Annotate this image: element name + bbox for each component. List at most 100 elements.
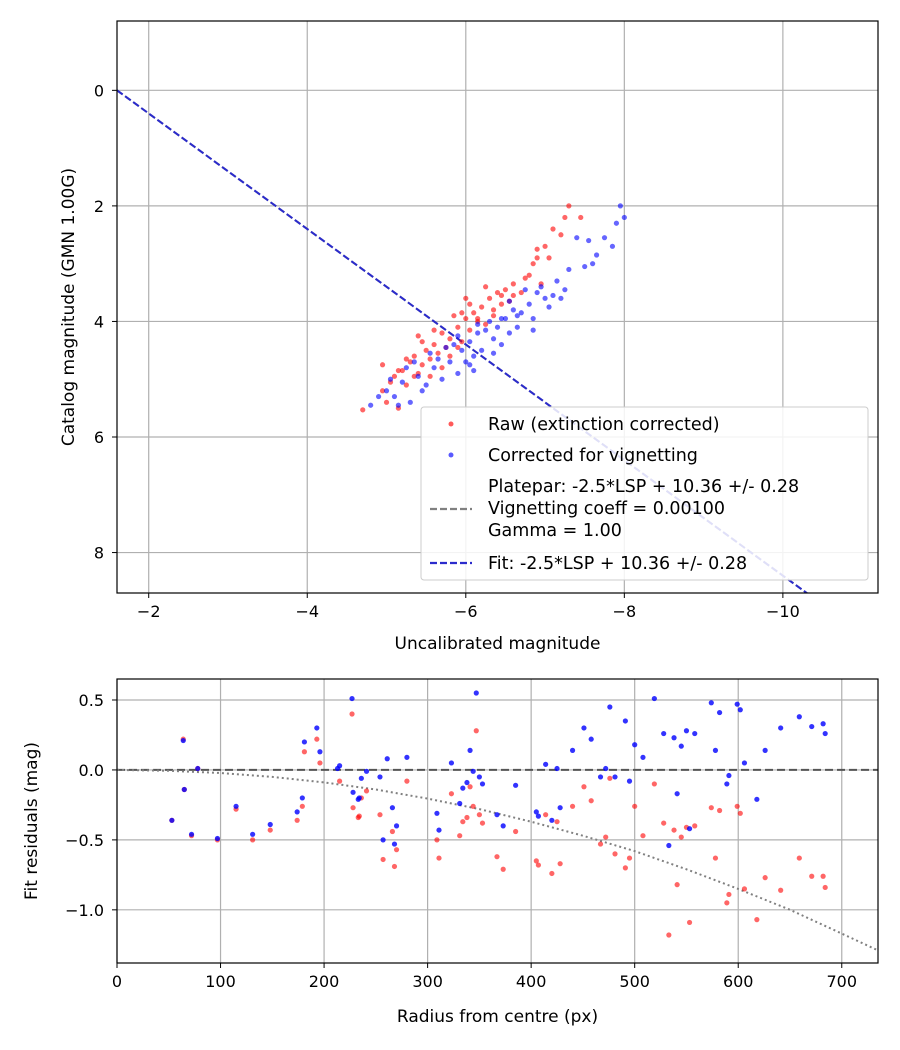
corrected-point (538, 284, 544, 290)
corrected-residual-point (686, 826, 693, 832)
legend-platepar-line-1: Platepar: -2.5*LSP + 10.36 +/- 0.28 (488, 477, 799, 497)
raw-point (490, 307, 497, 313)
corrected-residual-point (762, 747, 768, 753)
corrected-point (375, 393, 382, 400)
bottom-scatter-points (169, 690, 828, 938)
bottom-y-tick-label: 0.0 (79, 761, 104, 780)
corrected-point (486, 318, 493, 325)
raw-point (419, 339, 425, 345)
corrected-residual-point (476, 774, 482, 780)
corrected-residual-point (674, 791, 680, 797)
legend-box (420, 406, 869, 581)
top-x-tick-label: −10 (766, 602, 800, 621)
raw-point (510, 292, 516, 299)
raw-residual-point (467, 784, 473, 790)
corrected-residual-point (169, 817, 175, 823)
raw-residual-point (671, 827, 677, 833)
bottom-y-tick-label: 0.5 (79, 691, 104, 710)
corrected-point (490, 350, 497, 356)
corrected-point (415, 373, 421, 379)
raw-residual-point (726, 891, 732, 898)
raw-point (459, 339, 465, 345)
raw-residual-point (626, 855, 633, 861)
raw-residual-point (569, 803, 576, 809)
corrected-residual-point (533, 809, 539, 815)
corrected-point (411, 359, 417, 365)
corrected-residual-point (380, 837, 386, 843)
raw-point (498, 292, 505, 299)
corrected-residual-point (543, 761, 549, 767)
corrected-point (502, 315, 509, 322)
raw-residual-point (712, 855, 719, 861)
raw-residual-point (603, 834, 609, 840)
raw-point (486, 295, 493, 301)
corrected-residual-point (603, 765, 609, 772)
raw-residual-point (796, 855, 802, 861)
raw-point (403, 356, 409, 362)
raw-point (435, 350, 441, 356)
corrected-point (562, 287, 568, 293)
residuals-plot: 0 100 200 300 400 500 600 700 0.5 0.0 −0.5 −1.0 Rad… (22, 678, 879, 1027)
corrected-point (506, 330, 512, 336)
corrected-residual-point (460, 785, 466, 791)
corrected-residual-point (393, 823, 400, 829)
raw-point (578, 214, 584, 221)
raw-point (558, 232, 564, 238)
corrected-point (467, 362, 473, 368)
raw-residual-point (588, 798, 594, 804)
corrected-residual-point (301, 739, 308, 745)
corrected-point (510, 307, 516, 313)
raw-residual-point (734, 803, 740, 809)
corrected-point (463, 359, 469, 365)
top-y-tick-label: 6 (94, 428, 104, 447)
raw-point (534, 246, 540, 252)
corrected-residual-point (549, 817, 555, 823)
raw-residual-point (549, 870, 555, 877)
corrected-residual-point (651, 695, 657, 702)
raw-residual-point (678, 834, 684, 840)
raw-point (427, 356, 433, 362)
raw-residual-point (724, 900, 730, 906)
corrected-residual-point (470, 768, 476, 774)
raw-point (455, 324, 461, 330)
legend-platepar-line-2: Vignetting coeff = 0.00100 (488, 499, 725, 519)
corrected-residual-point (464, 779, 470, 786)
top-y-tick-label: 4 (94, 312, 104, 331)
bottom-y-axis-label: Fit residuals (mag) (22, 742, 42, 900)
raw-point (546, 255, 552, 261)
corrected-point (423, 382, 429, 388)
corrected-residual-point (708, 700, 714, 706)
raw-residual-point (597, 841, 604, 847)
corrected-residual-point (337, 763, 343, 769)
corrected-point (542, 295, 548, 301)
raw-residual-point (363, 788, 370, 794)
corrected-point (574, 235, 580, 241)
raw-point (403, 382, 409, 388)
raw-point (379, 388, 386, 394)
corrected-residual-point (317, 749, 323, 755)
corrected-residual-point (294, 809, 300, 815)
corrected-residual-point (640, 754, 646, 760)
raw-residual-point (436, 855, 442, 861)
corrected-point (443, 344, 449, 351)
corrected-point (506, 298, 512, 304)
corrected-residual-point (678, 743, 684, 749)
corrected-point (530, 315, 536, 322)
raw-point (463, 315, 469, 322)
bottom-y-tick-label: −1.0 (65, 901, 104, 920)
corrected-point (435, 356, 441, 362)
bottom-x-tick-label: 100 (205, 972, 236, 991)
corrected-residual-point (666, 842, 672, 849)
raw-point (447, 353, 453, 359)
corrected-point (455, 333, 461, 339)
raw-point (411, 373, 417, 379)
corrected-point (490, 336, 497, 342)
legend-marker-corrected (448, 452, 454, 458)
corrected-residual-point (391, 841, 398, 847)
top-y-tick-label: 2 (94, 197, 104, 216)
raw-residual-point (250, 837, 256, 843)
raw-point (502, 287, 509, 293)
raw-residual-point (500, 866, 506, 872)
bottom-x-tick-label: 500 (619, 972, 650, 991)
